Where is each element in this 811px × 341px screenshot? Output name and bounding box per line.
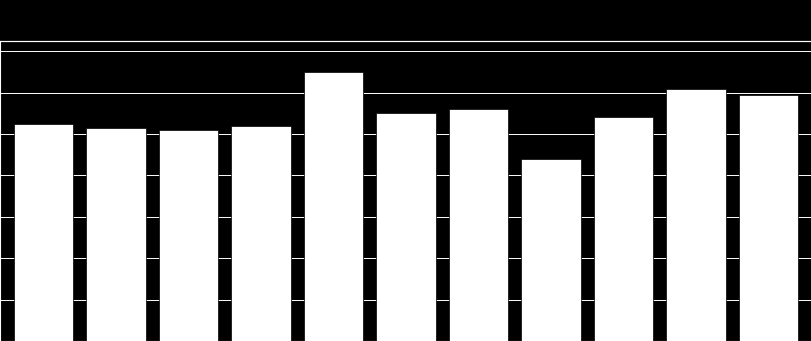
Bar <box>521 159 580 341</box>
Bar <box>738 95 797 341</box>
Bar <box>593 118 652 341</box>
Bar <box>14 124 73 341</box>
Bar <box>375 113 436 341</box>
Bar <box>448 109 508 341</box>
Bar <box>303 72 363 341</box>
Bar <box>86 128 145 341</box>
Bar <box>666 89 725 341</box>
Bar <box>231 126 290 341</box>
Bar <box>159 130 218 341</box>
